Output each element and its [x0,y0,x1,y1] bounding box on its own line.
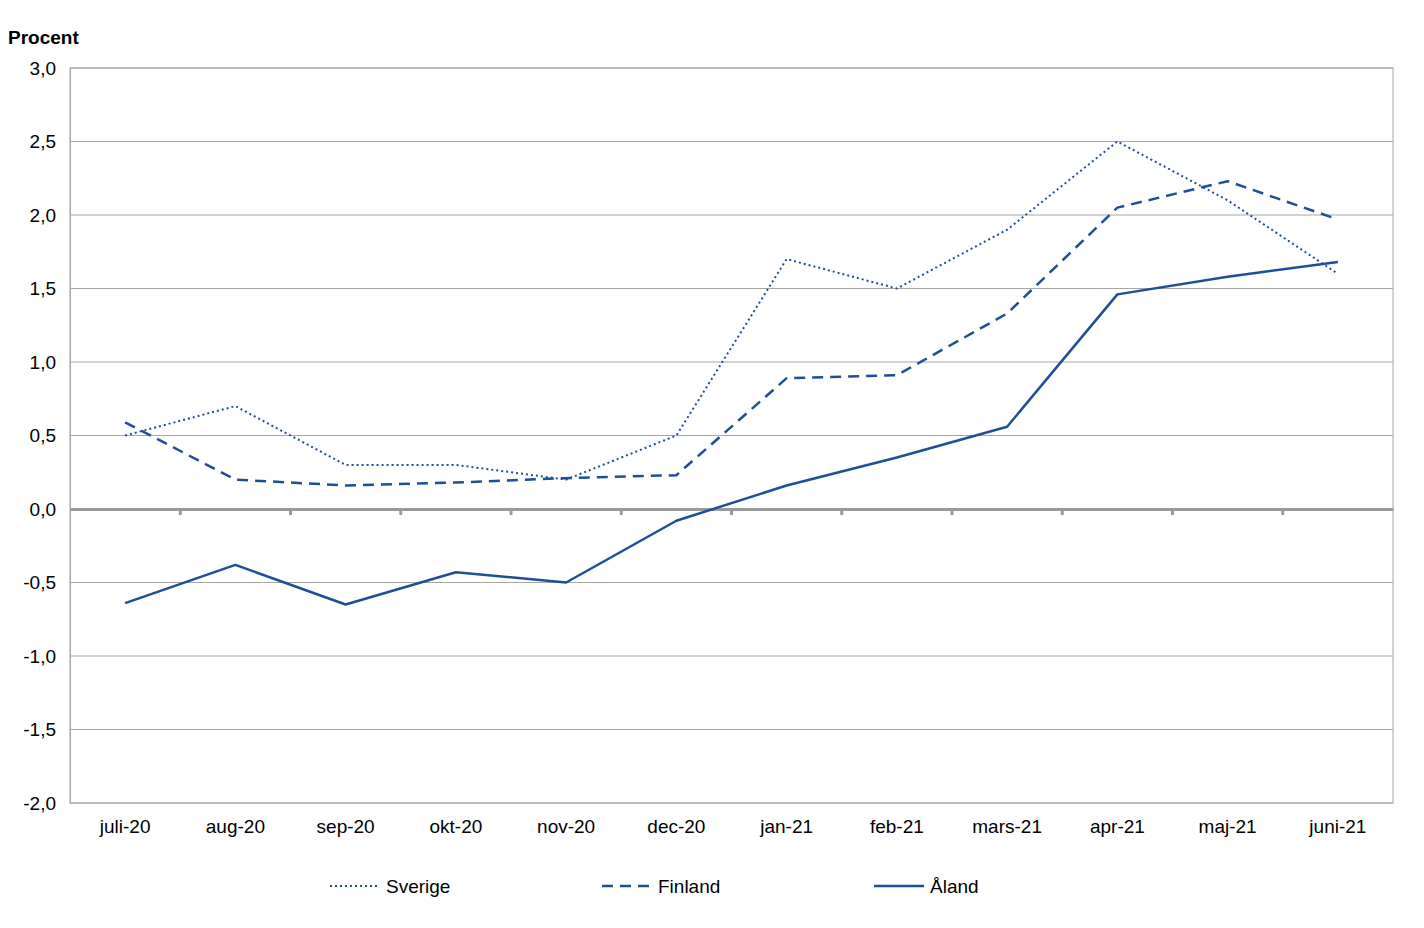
y-tick-label: 2,0 [30,205,56,226]
x-tick-label: apr-21 [1090,816,1145,837]
x-tick: jan-21 [759,509,813,837]
x-tick: mars-21 [972,509,1042,837]
plot: -2,0 -1,5 -1,0 -0,5 0,0 0,5 1,0 1,5 2,0 2,5 3,0 jul… [23,58,1393,837]
grid-line [70,141,1393,142]
grid-line [70,656,1393,657]
legend-swatch [874,885,924,888]
y-tick-label: -0,5 [23,572,56,593]
y-tick: 1,0 [30,352,70,373]
y-tick: -1,5 [23,719,70,740]
x-boundary-tick [1171,509,1174,515]
y-tick-label: 1,5 [30,278,56,299]
x-tick: maj-21 [1199,509,1257,837]
y-tick: 2,5 [30,131,70,152]
x-boundary-tick [179,509,182,515]
x-tick-label: mars-21 [972,816,1042,837]
y-tick-label: 1,0 [30,352,56,373]
x-tick-label: nov-20 [537,816,595,837]
y-tick: 1,5 [30,278,70,299]
x-tick-label: juli-20 [99,816,151,837]
x-tick-label: dec-20 [647,816,705,837]
legend-swatch [330,885,380,887]
grid-line [70,435,1393,436]
x-boundary-tick [1061,509,1064,515]
grid-line [70,582,1393,583]
series-line [125,262,1338,605]
x-tick: aug-20 [206,509,265,837]
x-boundary-tick [730,509,733,515]
x-tick-label: sep-20 [317,816,375,837]
series-line [125,181,1338,485]
x-boundary-tick [840,509,843,515]
y-tick: 2,0 [30,205,70,226]
y-tick: -2,0 [23,793,70,814]
x-tick-label: feb-21 [870,816,924,837]
series-line [125,142,1338,480]
x-boundary-tick [951,509,954,515]
x-tick: nov-20 [537,509,595,837]
x-boundary-tick [620,509,623,515]
y-tick: -1,0 [23,646,70,667]
grid [70,68,1393,803]
x-boundary-tick [510,509,513,515]
y-tick-label: 3,0 [30,58,56,79]
grid-line [70,288,1393,289]
y-tick: 0,5 [30,425,70,446]
legend: Sverige Finland Åland [330,876,979,897]
y-tick-label: -2,0 [23,793,56,814]
legend-label: Åland [930,876,979,897]
x-tick: juli-20 [99,509,151,837]
x-tick-label: maj-21 [1199,816,1257,837]
x-tick: juni-21 [1308,509,1366,837]
x-boundary-tick [1281,509,1284,515]
x-boundary-tick [399,509,402,515]
y-tick: -0,5 [23,572,70,593]
legend-label: Sverige [386,876,450,897]
x-tick: feb-21 [870,509,924,837]
y-tick-label: 2,5 [30,131,56,152]
chart-svg: -2,0 -1,5 -1,0 -0,5 0,0 0,5 1,0 1,5 2,0 2,5 3,0 jul… [0,0,1424,928]
chart-container: -2,0 -1,5 -1,0 -0,5 0,0 0,5 1,0 1,5 2,0 2,5 3,0 jul… [0,0,1424,928]
grid-line [70,362,1393,363]
x-tick-label: okt-20 [429,816,482,837]
legend-label: Finland [658,876,720,897]
y-tick: 3,0 [30,58,70,79]
x-tick: dec-20 [647,509,705,837]
x-boundary-tick [289,509,292,515]
legend-swatch [602,885,652,888]
y-axis: -2,0 -1,5 -1,0 -0,5 0,0 0,5 1,0 1,5 2,0 2,5 3,0 [23,58,70,814]
grid-line [70,729,1393,730]
x-tick-label: aug-20 [206,816,265,837]
plot-frame [70,68,1393,803]
x-tick: okt-20 [429,509,482,837]
x-tick-label: jan-21 [759,816,813,837]
y-tick-label: -1,5 [23,719,56,740]
x-axis: juli-20 aug-20 sep-20 okt-20 nov-20 dec-20 jan… [71,509,1394,837]
y-tick: 0,0 [30,499,70,520]
y-axis-title: Procent [8,27,79,48]
grid-line [70,215,1393,216]
x-boundary-ticks [180,509,1283,515]
y-tick-label: -1,0 [23,646,56,667]
x-tick: sep-20 [317,509,375,837]
x-tick: apr-21 [1090,509,1145,837]
x-tick-label: juni-21 [1308,816,1366,837]
y-tick-label: 0,0 [30,499,56,520]
y-tick-label: 0,5 [30,425,56,446]
y-axis-line [70,69,71,804]
lines [125,142,1338,605]
